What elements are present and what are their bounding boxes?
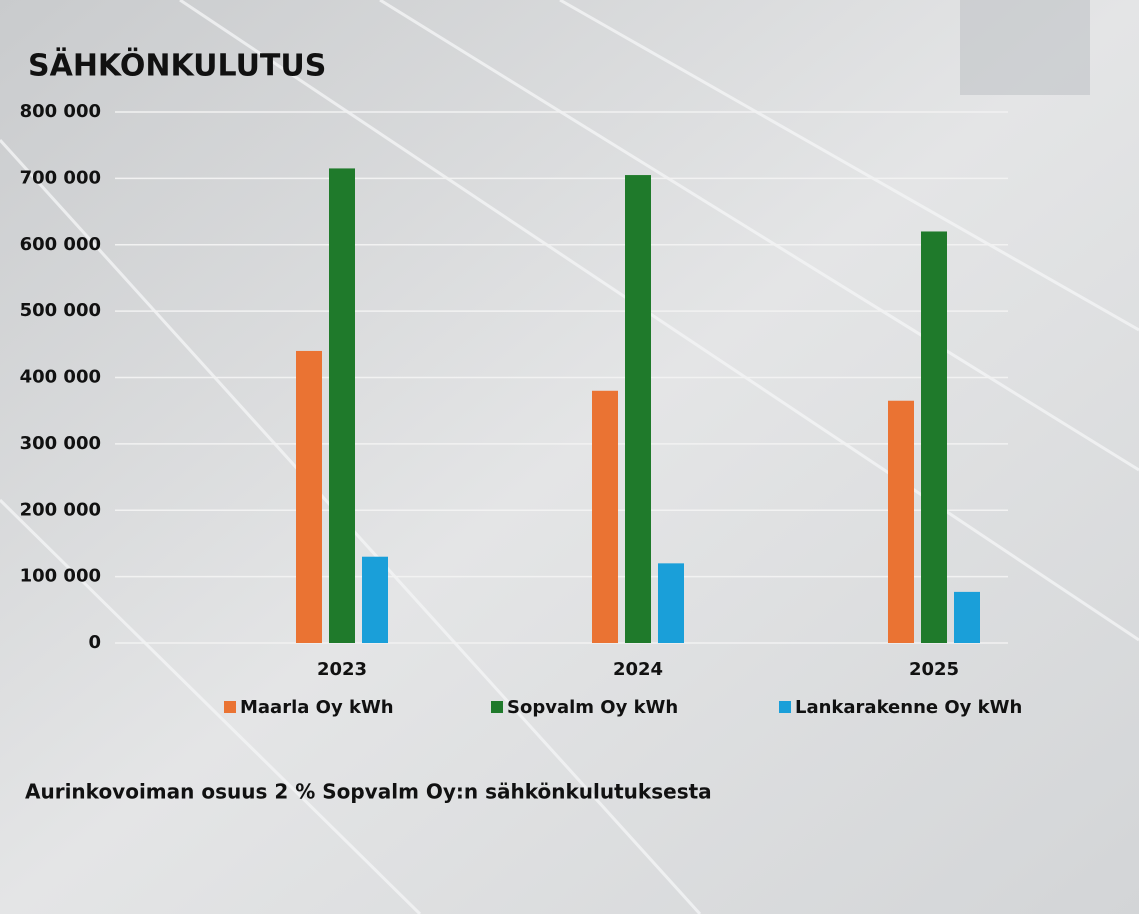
legend-label: Maarla Oy kWh (240, 697, 394, 718)
bar (921, 231, 947, 643)
x-tick-label: 2024 (613, 659, 663, 680)
window (960, 0, 1090, 95)
x-tick-label: 2025 (909, 659, 959, 680)
y-tick-label: 800 000 (20, 101, 101, 122)
bar (888, 400, 914, 643)
y-tick-label: 0 (88, 632, 101, 653)
y-tick-label: 600 000 (20, 234, 101, 255)
bar (296, 350, 322, 643)
x-tick-label: 2023 (317, 659, 367, 680)
legend-marker (224, 701, 236, 713)
bar (625, 175, 651, 643)
y-tick-label: 400 000 (20, 367, 101, 388)
bar (362, 556, 388, 643)
y-tick-label: 300 000 (20, 433, 101, 454)
y-tick-label: 700 000 (20, 167, 101, 188)
bar (592, 390, 618, 643)
legend-marker (779, 701, 791, 713)
y-tick-label: 500 000 (20, 300, 101, 321)
annotation: Aurinkovoiman osuus 2 % Sopvalm Oy:n säh… (25, 780, 712, 804)
chart-title: SÄHKÖNKULUTUS (28, 47, 326, 84)
bar (954, 591, 980, 643)
legend-label: Sopvalm Oy kWh (507, 697, 678, 718)
bar (658, 563, 684, 643)
legend-marker (491, 701, 503, 713)
y-tick-label: 200 000 (20, 499, 101, 520)
bar (329, 168, 355, 643)
legend-label: Lankarakenne Oy kWh (795, 697, 1022, 718)
y-tick-label: 100 000 (20, 566, 101, 587)
